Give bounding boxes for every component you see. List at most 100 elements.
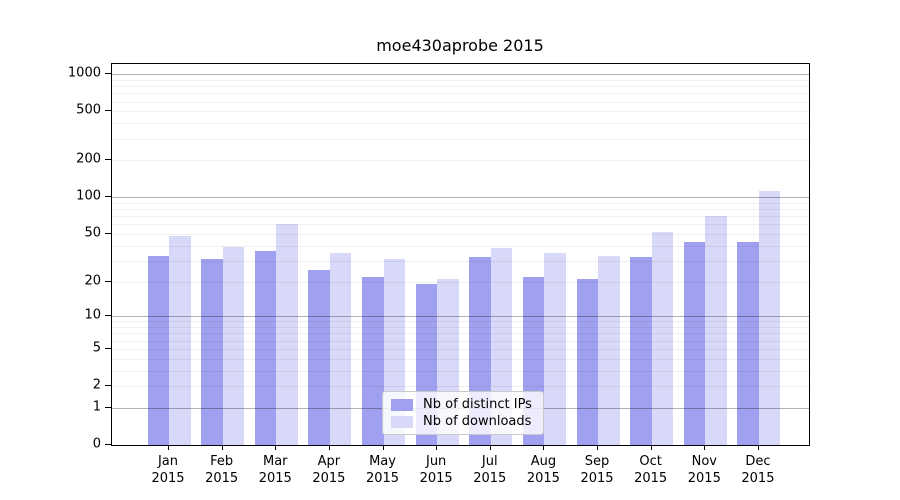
legend: Nb of distinct IPs Nb of downloads — [382, 391, 544, 435]
y-tick-label-5: 5 — [92, 340, 101, 356]
y-tick-mark-100 — [105, 196, 111, 198]
x-tick-label-aug: Aug 2015 — [526, 454, 560, 486]
x-tick-label-sep: Sep 2015 — [580, 454, 614, 486]
x-tick-mark-nov — [704, 445, 706, 450]
bar-downloads-sep — [598, 255, 620, 445]
bar-ips-mar — [254, 251, 277, 445]
y-tick-label-1000: 1000 — [67, 65, 101, 81]
gridline-minor-5 — [112, 348, 809, 350]
x-tick-mark-mar — [275, 445, 277, 450]
x-tick-mark-jan — [168, 445, 169, 450]
x-tick-mark-aug — [543, 445, 545, 450]
chart-title: moe430aprobe 2015 — [376, 36, 544, 55]
y-tick-mark-5 — [105, 347, 111, 349]
y-tick-label-2: 2 — [92, 377, 101, 393]
y-tick-label-10: 10 — [84, 307, 101, 323]
gridline-minor-50 — [112, 234, 809, 236]
x-tick-mark-feb — [221, 445, 223, 450]
gridline-minor-300 — [112, 138, 809, 140]
gridline-major-100 — [112, 197, 809, 199]
y-tick-mark-0 — [105, 444, 111, 445]
gridline-minor-9 — [112, 321, 809, 323]
y-tick-label-1: 1 — [92, 399, 101, 415]
bar-ips-sep — [576, 279, 599, 445]
gridline-minor-7 — [112, 333, 809, 335]
gridline-minor-500 — [112, 111, 809, 113]
gridline-minor-20 — [112, 281, 809, 283]
bar-ips-jan — [147, 255, 169, 445]
gridline-minor-40 — [112, 245, 809, 247]
x-tick-label-jan: Jan 2015 — [151, 454, 185, 486]
gridline-minor-400 — [112, 123, 809, 125]
gridline-minor-4 — [112, 358, 809, 360]
x-tick-mark-may — [382, 445, 384, 450]
bar-downloads-oct — [651, 231, 674, 445]
y-tick-label-50: 50 — [84, 225, 101, 241]
y-tick-mark-20 — [105, 280, 111, 282]
bar-downloads-feb — [222, 247, 245, 445]
bar-ips-apr — [308, 270, 330, 445]
x-tick-label-jul: Jul 2015 — [473, 454, 507, 486]
bar-ips-may — [362, 276, 384, 445]
gridline-minor-700 — [112, 93, 809, 95]
x-tick-mark-apr — [328, 445, 330, 450]
gridline-minor-8 — [112, 327, 809, 329]
x-tick-mark-jul — [489, 445, 491, 450]
y-tick-mark-10 — [105, 315, 111, 317]
legend-label-downloads: Nb of downloads — [423, 413, 532, 429]
x-tick-label-mar: Mar 2015 — [258, 454, 292, 486]
y-tick-label-100: 100 — [76, 188, 101, 204]
gridline-minor-6 — [112, 340, 809, 342]
x-tick-label-dec: Dec 2015 — [741, 454, 775, 486]
x-tick-label-apr: Apr 2015 — [312, 454, 346, 486]
bar-downloads-aug — [544, 252, 566, 445]
x-tick-mark-oct — [650, 445, 652, 450]
x-tick-mark-sep — [597, 445, 599, 450]
y-tick-label-0: 0 — [92, 436, 101, 452]
legend-row-downloads: Nb of downloads — [391, 413, 535, 429]
bar-downloads-nov — [705, 216, 727, 445]
legend-label-distinct-ips: Nb of distinct IPs — [423, 396, 532, 412]
gridline-minor-3 — [112, 370, 809, 372]
x-tick-label-oct: Oct 2015 — [634, 454, 668, 486]
y-tick-mark-2 — [105, 385, 111, 387]
x-tick-label-may: May 2015 — [365, 454, 400, 486]
bar-ips-dec — [737, 241, 759, 445]
bar-downloads-apr — [329, 252, 352, 445]
x-tick-label-nov: Nov 2015 — [687, 454, 721, 486]
x-tick-label-jun: Jun 2015 — [419, 454, 453, 486]
gridline-minor-900 — [112, 79, 809, 81]
x-tick-mark-dec — [757, 445, 759, 450]
y-tick-mark-1000 — [105, 73, 111, 75]
gridline-minor-60 — [112, 224, 809, 226]
gridline-major-10 — [112, 316, 809, 318]
y-tick-mark-200 — [105, 159, 111, 161]
y-tick-label-200: 200 — [76, 151, 101, 167]
y-tick-mark-1 — [105, 406, 111, 408]
bar-downloads-mar — [276, 223, 298, 445]
legend-swatch-distinct-ips — [391, 398, 413, 411]
y-tick-label-20: 20 — [84, 273, 101, 289]
gridline-minor-30 — [112, 260, 809, 262]
gridline-minor-600 — [112, 101, 809, 103]
gridline-minor-70 — [112, 216, 809, 218]
plot-area — [111, 63, 810, 446]
x-tick-label-feb: Feb 2015 — [205, 454, 239, 486]
bar-ips-oct — [630, 257, 652, 445]
legend-row-distinct-ips: Nb of distinct IPs — [391, 396, 535, 412]
gridline-major-1000 — [112, 74, 809, 76]
bar-ips-feb — [201, 259, 223, 445]
bar-downloads-dec — [758, 191, 781, 445]
bar-downloads-jan — [169, 236, 191, 445]
gridline-minor-80 — [112, 209, 809, 211]
gridline-minor-800 — [112, 86, 809, 88]
gridline-minor-200 — [112, 160, 809, 162]
legend-swatch-downloads — [391, 415, 413, 428]
y-tick-label-500: 500 — [76, 102, 101, 118]
y-tick-mark-50 — [105, 233, 111, 235]
gridline-minor-90 — [112, 202, 809, 204]
gridline-minor-2 — [112, 386, 809, 388]
x-tick-mark-jun — [436, 445, 438, 450]
y-tick-mark-500 — [105, 110, 111, 112]
